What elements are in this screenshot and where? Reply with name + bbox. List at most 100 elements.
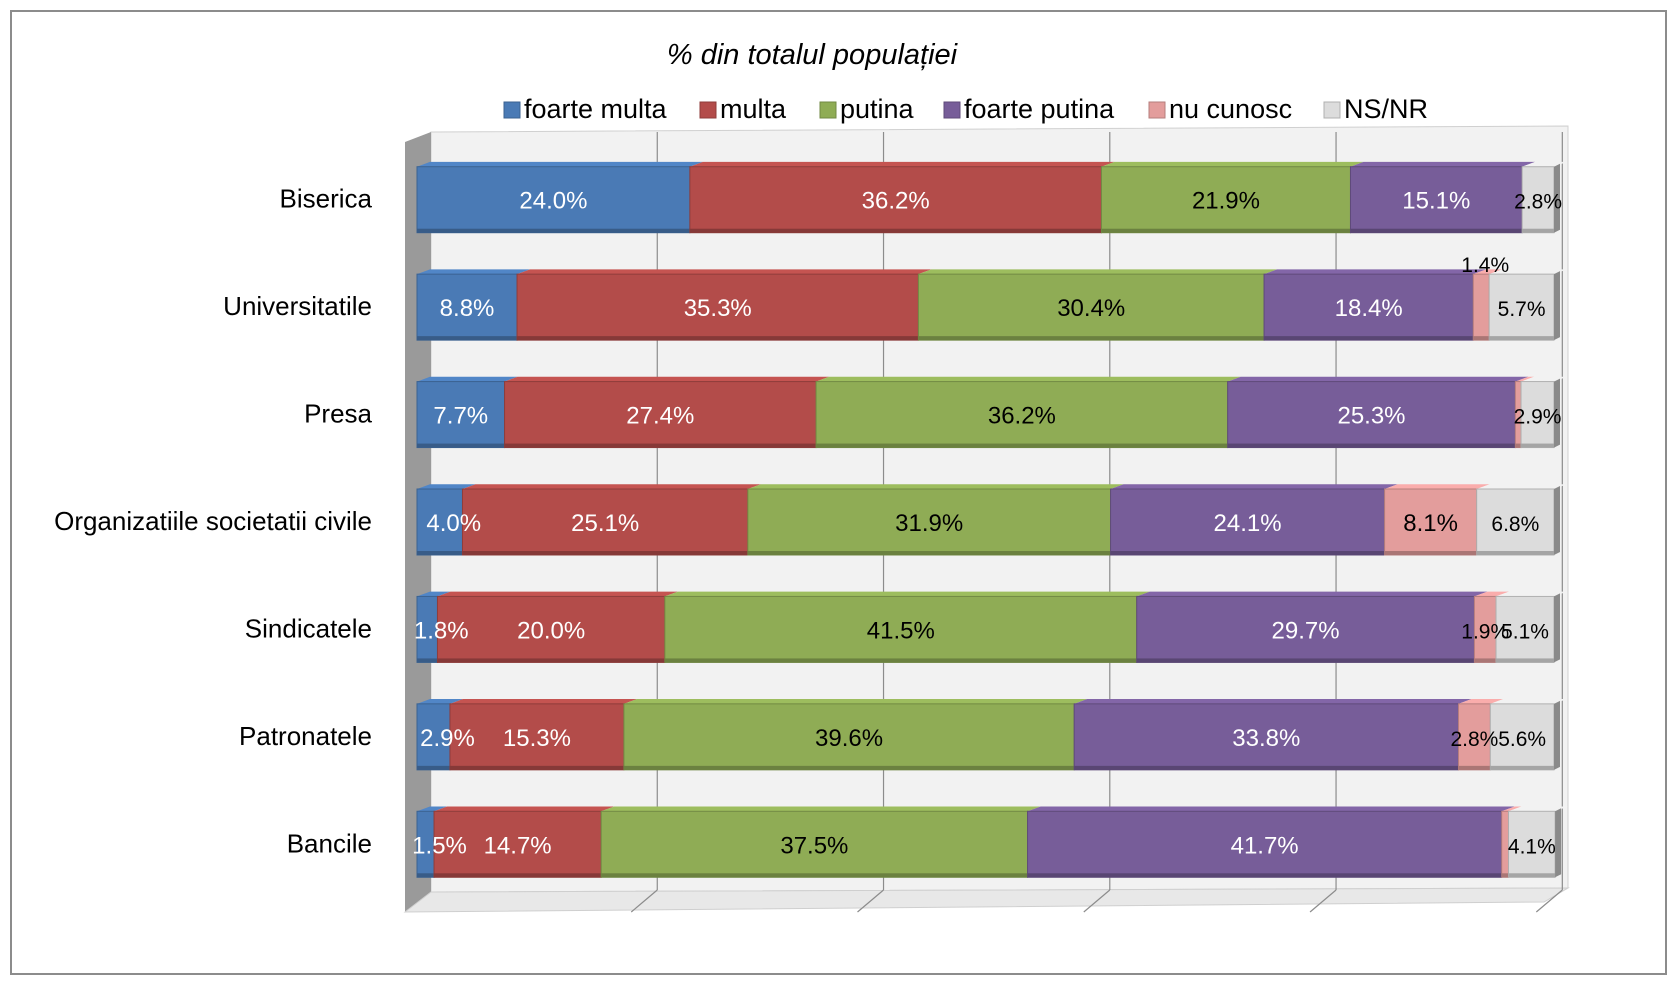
legend-swatch [819,101,837,119]
bar-foarte-putina-0 [1349,161,1536,234]
bar-NS-NR-0 [1521,161,1567,234]
bar-face [504,381,817,449]
bar-end-cap [1554,163,1560,233]
data-label: 30.4% [1057,295,1125,322]
legend-item-5: NS/NR [1323,94,1428,124]
bar-top [816,376,1241,382]
bar-top [417,269,531,275]
bar-bottom-shade [1101,228,1351,233]
data-label: 2.9% [1514,406,1562,429]
bar-multa-1 [516,269,932,341]
gridline-floor [1535,889,1563,913]
bar-top [1515,376,1535,382]
data-label: 39.6% [815,725,883,752]
data-label: 1.8% [414,617,469,644]
bar-top [517,269,932,275]
bar-face [1349,166,1523,234]
bar-face [917,273,1265,341]
data-label: 2.9% [420,725,475,752]
gridline-floor [1083,889,1111,913]
bar-face [747,488,1112,556]
bar-top [1473,269,1503,275]
chart-bars [416,161,1569,878]
bar-top [417,591,451,597]
bar-bottom-shade [1473,336,1490,341]
bar-top [1350,161,1536,167]
bar-multa-3 [461,484,761,556]
bar-putina-1 [917,269,1278,341]
data-label: 25.3% [1337,403,1405,430]
bar-top [1476,484,1567,489]
legend-label: foarte multa [524,94,668,124]
bar-bottom-shade [1264,336,1474,341]
bar-putina-5 [623,699,1088,771]
bar-top [1264,269,1487,275]
bar-top [1522,161,1567,167]
category-label: Organizatiile societatii civile [54,506,372,536]
data-label: 4.0% [426,510,481,537]
bar-face [1521,166,1555,234]
bar-bottom-shade [417,443,505,448]
data-label: 2.8% [1514,191,1562,214]
chart-title: % din totalul populației [667,39,959,71]
data-label: 8.8% [440,295,495,322]
bar-multa-5 [449,699,637,771]
bar-face [416,381,506,449]
bar-top [1027,806,1515,812]
bar-bottom-shade [747,551,1111,555]
bar-bottom-shade [1496,658,1554,663]
bar-face [815,381,1229,449]
legend-item-3: foarte putina [943,94,1115,124]
data-label: 24.1% [1214,510,1282,537]
bar-bottom-shade [417,336,518,341]
data-label: 41.5% [867,617,935,644]
bar-foarte-putina-3 [1110,484,1398,556]
bar-putina-6 [600,806,1041,878]
bar-top [1521,376,1567,382]
bar-putina-0 [1100,161,1364,234]
bar-multa-2 [504,376,830,449]
bar-end-cap [1555,808,1562,878]
bar-foarte-putina-4 [1136,591,1488,663]
bar-top [417,376,518,382]
bar-face [1110,488,1386,556]
bar-bottom-shade [1136,658,1475,663]
data-label: 1.9% [1461,620,1509,643]
bar-NS-NR-4 [1495,591,1567,663]
bar-bottom-shade [417,658,438,663]
bar-bottom-shade [1489,336,1554,341]
data-label: 21.9% [1192,188,1260,215]
data-label: 5.1% [1501,620,1549,643]
data-label: 37.5% [780,832,848,859]
legend-item-0: foarte multa [503,94,668,124]
legend-item-1: multa [699,94,787,124]
data-label: 36.2% [988,403,1056,430]
bar-top [1508,806,1569,812]
bar-top [1490,699,1567,704]
bar-multa-4 [436,591,678,663]
data-label: 29.7% [1272,617,1340,644]
bar-top [1458,699,1504,704]
bar-face [1457,703,1491,771]
bar-top [462,484,761,489]
bar-face [1027,810,1503,878]
bar-foarte-putina-2 [1227,376,1529,449]
legend-item-4: nu cunosc [1148,94,1292,124]
bar-top [747,484,1124,489]
bar-foarte-putina-1 [1263,269,1487,341]
bar-face [600,810,1029,878]
bar-face [516,273,919,341]
gridline-floor [857,889,884,913]
bar-top [1384,484,1490,489]
bar-top [664,591,1150,597]
bar-bottom-shade [434,873,602,878]
legend-label: multa [720,94,787,124]
chart-data-labels: 24.0% 36.2% 21.9% 15.1% 2.8% 8.8% 35.3% 30.4% 18… [412,188,1562,860]
bar-face [664,595,1138,663]
bar-bottom-shade [462,551,748,555]
chart-category-labels: Biserica Universitatile Presa Organizatiile… [54,184,372,859]
bar-bottom-shade [918,336,1265,341]
bar-foarte-multa-2 [416,376,518,449]
bar-foarte-multa-1 [416,269,531,341]
bar-bottom-shade [417,228,690,233]
